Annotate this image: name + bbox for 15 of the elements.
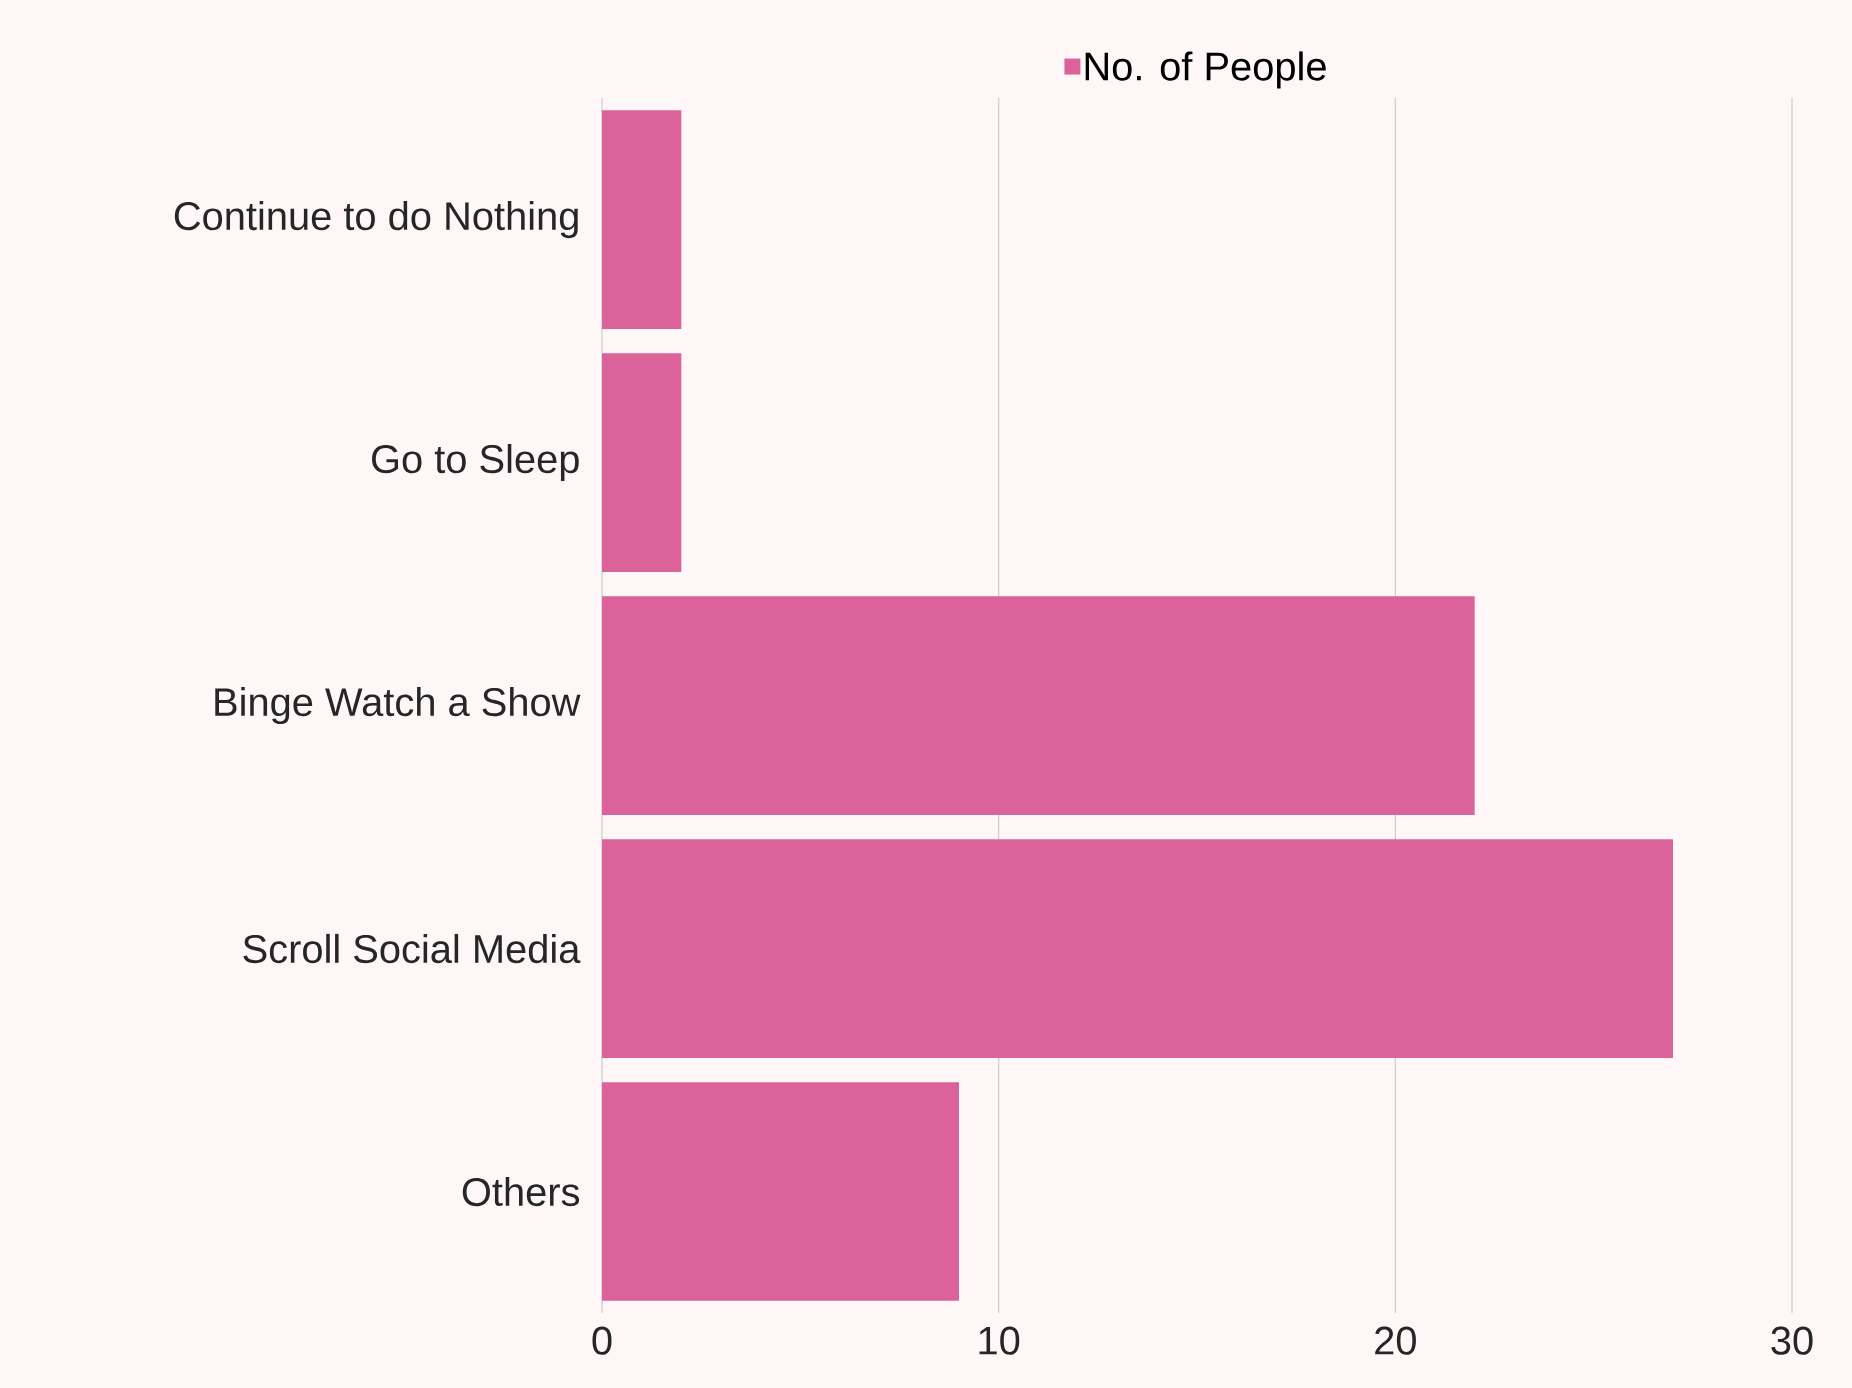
x-tick-label: 30 — [1771, 1326, 1813, 1355]
legend-label: No. of People — [1085, 51, 1326, 89]
y-tick-label: Go to Sleep — [372, 443, 579, 482]
bar — [602, 596, 1475, 815]
bar — [602, 353, 682, 572]
x-tick-label: 20 — [1375, 1326, 1416, 1355]
y-tick-label: Others — [462, 1176, 580, 1207]
bar — [602, 110, 682, 329]
bar — [602, 839, 1673, 1058]
y-tick-label: Continue to do Nothing — [174, 201, 578, 239]
y-tick-label: Binge Watch a Show — [215, 686, 581, 725]
bar — [602, 1082, 959, 1301]
y-tick-label: Scroll Social Media — [243, 933, 581, 964]
x-tick-label: 10 — [979, 1326, 1020, 1355]
x-tick-label: 0 — [592, 1326, 612, 1355]
